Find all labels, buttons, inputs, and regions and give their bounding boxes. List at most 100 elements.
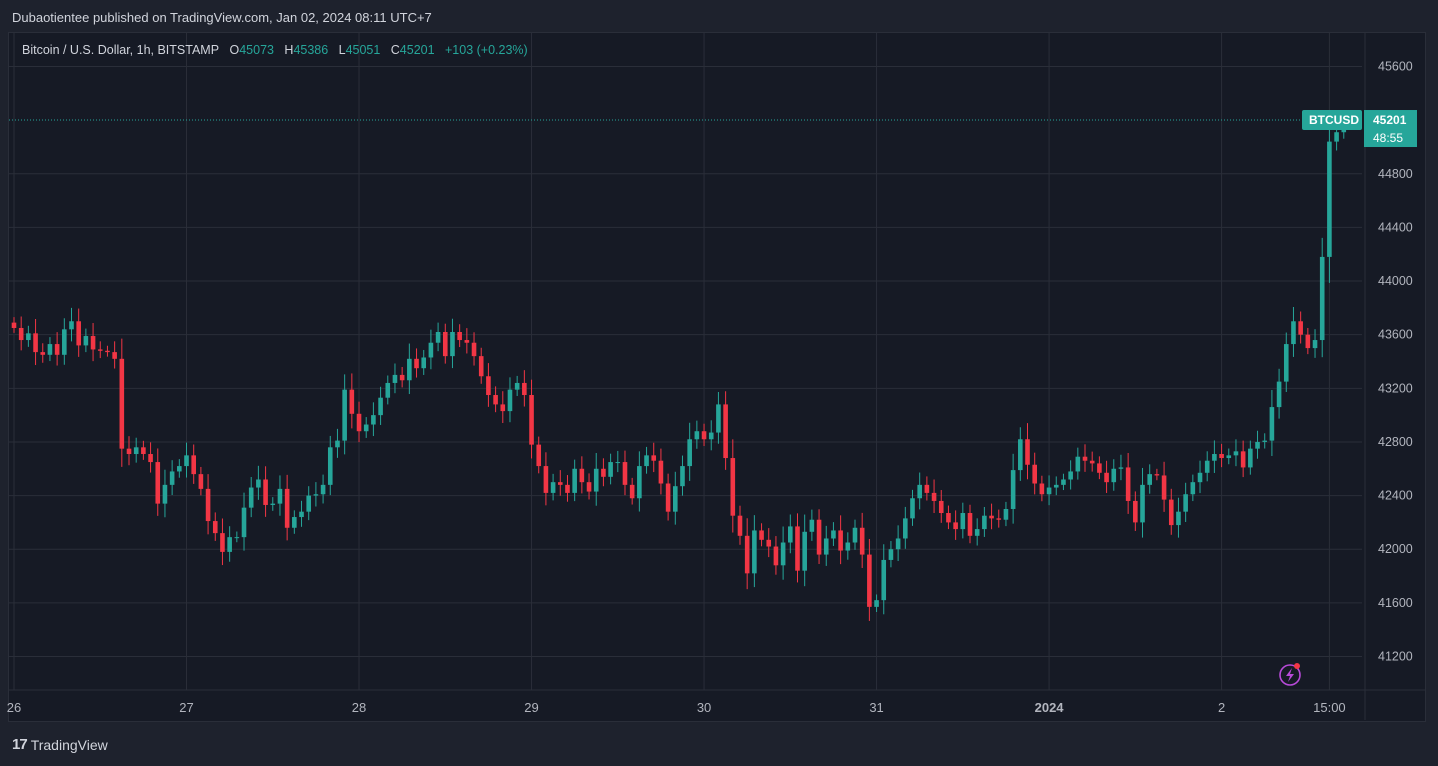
candle[interactable] [457, 324, 462, 348]
candle[interactable] [773, 536, 779, 575]
candle[interactable] [701, 423, 707, 447]
candle[interactable] [859, 512, 865, 568]
candle[interactable] [241, 492, 247, 551]
candle[interactable] [766, 528, 772, 558]
candle[interactable] [1125, 453, 1131, 514]
candle[interactable] [1327, 112, 1332, 283]
candle[interactable] [522, 370, 527, 407]
candle[interactable] [162, 469, 168, 518]
candle[interactable] [263, 466, 268, 517]
candle[interactable] [1140, 467, 1145, 538]
candle[interactable] [414, 348, 419, 378]
candle[interactable] [342, 374, 347, 455]
candle[interactable] [1255, 430, 1260, 459]
candle[interactable] [637, 451, 642, 512]
candle[interactable] [550, 473, 556, 501]
candle[interactable] [371, 402, 376, 437]
candle[interactable] [54, 332, 60, 366]
candle[interactable] [33, 318, 38, 366]
candle[interactable] [960, 502, 966, 539]
candle[interactable] [903, 506, 908, 549]
candle[interactable] [852, 519, 858, 550]
candle[interactable] [1082, 444, 1088, 472]
candle[interactable] [270, 497, 276, 511]
candle[interactable] [1212, 440, 1217, 473]
candle[interactable] [816, 509, 822, 564]
candle[interactable] [845, 532, 851, 560]
candle[interactable] [349, 373, 355, 429]
candle[interactable] [910, 489, 915, 526]
candle[interactable] [1204, 451, 1210, 482]
candle[interactable] [744, 518, 750, 590]
candle[interactable] [299, 500, 304, 527]
candle[interactable] [227, 526, 232, 562]
candle[interactable] [795, 513, 800, 583]
candle[interactable] [651, 442, 657, 473]
candle[interactable] [931, 479, 937, 514]
candle[interactable] [47, 337, 53, 362]
candle[interactable] [831, 522, 836, 546]
candle[interactable] [716, 392, 721, 444]
candle[interactable] [313, 482, 319, 507]
candle[interactable] [191, 444, 196, 484]
candle[interactable] [335, 428, 340, 458]
candle[interactable] [407, 343, 412, 395]
candle[interactable] [1018, 427, 1023, 481]
candle[interactable] [500, 391, 506, 423]
candle[interactable] [155, 448, 161, 516]
candle[interactable] [1298, 311, 1303, 344]
candle[interactable] [644, 446, 649, 474]
candle[interactable] [464, 328, 470, 354]
candle[interactable] [385, 375, 391, 405]
candle[interactable] [1068, 460, 1073, 490]
candle[interactable] [543, 452, 549, 506]
candle[interactable] [1319, 237, 1325, 358]
candle[interactable] [428, 329, 434, 370]
candle[interactable] [1147, 464, 1153, 494]
candle[interactable] [586, 473, 592, 500]
candle[interactable] [572, 459, 577, 502]
candle[interactable] [1161, 461, 1167, 512]
candle[interactable] [198, 466, 204, 496]
candle[interactable] [823, 525, 829, 566]
candle[interactable] [895, 525, 901, 562]
candle[interactable] [982, 506, 987, 537]
candle[interactable] [306, 486, 312, 521]
candle[interactable] [565, 475, 570, 502]
candle[interactable] [974, 518, 980, 546]
candle[interactable] [672, 471, 678, 525]
candle[interactable] [737, 505, 743, 545]
candle[interactable] [615, 450, 621, 473]
candle[interactable] [1176, 497, 1181, 538]
candle[interactable] [507, 377, 513, 423]
candle[interactable] [1197, 460, 1203, 494]
candle[interactable] [177, 459, 182, 478]
candle[interactable] [1061, 473, 1066, 491]
candle[interactable] [1154, 468, 1160, 481]
candle[interactable] [989, 503, 994, 530]
candle[interactable] [708, 420, 714, 451]
candle[interactable] [220, 518, 225, 566]
candle[interactable] [1010, 453, 1016, 524]
candle[interactable] [514, 375, 520, 396]
candle[interactable] [248, 477, 254, 518]
candle[interactable] [378, 386, 383, 425]
candle[interactable] [493, 386, 498, 413]
candle[interactable] [184, 442, 189, 478]
candle[interactable] [917, 472, 922, 510]
candle[interactable] [694, 420, 700, 449]
candle[interactable] [1032, 452, 1037, 495]
candle[interactable] [277, 475, 283, 516]
candle[interactable] [11, 317, 17, 333]
candle[interactable] [529, 379, 534, 459]
tradingview-logo[interactable]: 17 TradingView [12, 736, 108, 753]
candle[interactable] [1025, 423, 1030, 480]
candle[interactable] [1283, 332, 1289, 392]
candle[interactable] [83, 328, 89, 353]
candle[interactable] [759, 523, 764, 547]
candle[interactable] [421, 349, 427, 375]
candle[interactable] [126, 436, 132, 466]
candle[interactable] [557, 470, 563, 496]
candle[interactable] [1075, 447, 1081, 480]
candle[interactable] [1305, 327, 1311, 355]
